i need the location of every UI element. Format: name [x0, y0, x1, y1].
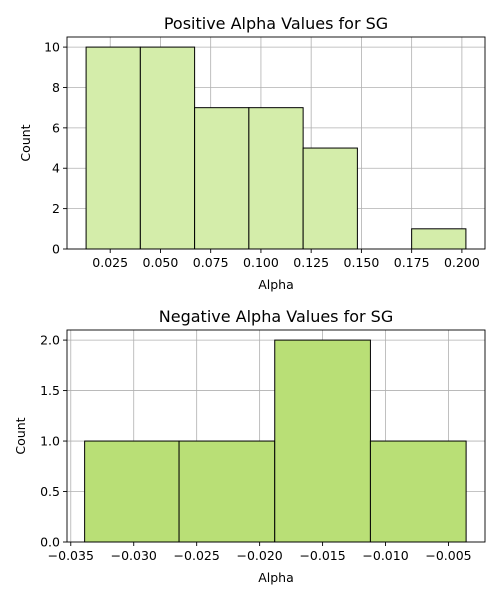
negative-alpha-ytick-label-3: 1.5 — [40, 383, 60, 398]
negative-alpha-xtick-label-0: −0.035 — [48, 548, 94, 563]
positive-alpha-ytick-label-2: 4 — [52, 161, 60, 176]
positive-alpha-xtick-label-1: 0.050 — [143, 255, 179, 270]
negative-alpha-xtick-label-5: −0.010 — [362, 548, 408, 563]
negative-alpha-bar-0 — [84, 440, 180, 543]
positive-alpha-bar-3 — [248, 107, 304, 250]
positive-alpha-bar-0 — [85, 46, 141, 250]
positive-alpha-title: Positive Alpha Values for SG — [164, 14, 388, 33]
positive-alpha-xtick-label-6: 0.175 — [394, 255, 430, 270]
negative-alpha-title: Negative Alpha Values for SG — [159, 307, 393, 326]
positive-alpha-xlabel: Alpha — [258, 277, 294, 292]
positive-alpha-xtick-label-0: 0.025 — [92, 255, 128, 270]
negative-alpha-xtick-label-2: −0.025 — [174, 548, 220, 563]
negative-alpha-ytick-label-4: 2.0 — [40, 333, 60, 348]
negative-alpha-histogram: −0.035 −0.030 −0.025 −0.020 −0.015 −0.010 −0.0… — [13, 307, 486, 585]
negative-alpha-ytick-label-2: 1.0 — [40, 434, 60, 449]
negative-alpha-ylabel: Count — [13, 417, 28, 454]
negative-alpha-frame — [66, 329, 486, 543]
negative-alpha-ticks: −0.035 −0.030 −0.025 −0.020 −0.015 −0.010 −0.0… — [40, 333, 472, 563]
positive-alpha-bar-6 — [411, 228, 467, 250]
positive-alpha-ytick-label-4: 8 — [52, 80, 60, 95]
positive-alpha-frame — [66, 36, 486, 250]
positive-alpha-ytick-label-0: 0 — [52, 242, 60, 257]
negative-alpha-bar-3 — [369, 440, 467, 543]
negative-alpha-xtick-label-6: −0.005 — [425, 548, 471, 563]
positive-alpha-bar-2 — [194, 107, 250, 250]
negative-alpha-bar-1 — [178, 440, 276, 543]
positive-alpha-xtick-label-5: 0.150 — [344, 255, 380, 270]
positive-alpha-ytick-label-5: 10 — [44, 40, 60, 55]
positive-alpha-xtick-label-4: 0.125 — [293, 255, 329, 270]
positive-alpha-bars — [85, 46, 467, 250]
negative-alpha-xlabel: Alpha — [258, 570, 294, 585]
negative-alpha-xtick-label-3: −0.020 — [236, 548, 282, 563]
negative-alpha-ytick-label-0: 0.0 — [40, 535, 60, 550]
positive-alpha-histogram: 0.025 0.050 0.075 0.100 0.125 0.150 0.175 0.200… — [18, 14, 486, 292]
negative-alpha-bar-2 — [274, 339, 371, 543]
negative-alpha-bars — [84, 339, 467, 543]
positive-alpha-ytick-label-3: 6 — [52, 120, 60, 135]
negative-alpha-ytick-label-1: 0.5 — [40, 484, 60, 499]
negative-alpha-xtick-label-4: −0.015 — [299, 548, 345, 563]
negative-alpha-xtick-label-1: −0.030 — [111, 548, 157, 563]
positive-alpha-bar-4 — [302, 147, 358, 250]
positive-alpha-ytick-label-1: 2 — [52, 201, 60, 216]
positive-alpha-xtick-label-3: 0.100 — [243, 255, 279, 270]
positive-alpha-bar-1 — [139, 46, 196, 250]
positive-alpha-ticks: 0.025 0.050 0.075 0.100 0.125 0.150 0.175 0.200… — [44, 40, 480, 270]
positive-alpha-xtick-label-2: 0.075 — [193, 255, 229, 270]
positive-alpha-ylabel: Count — [18, 124, 33, 161]
positive-alpha-xtick-label-7: 0.200 — [444, 255, 480, 270]
